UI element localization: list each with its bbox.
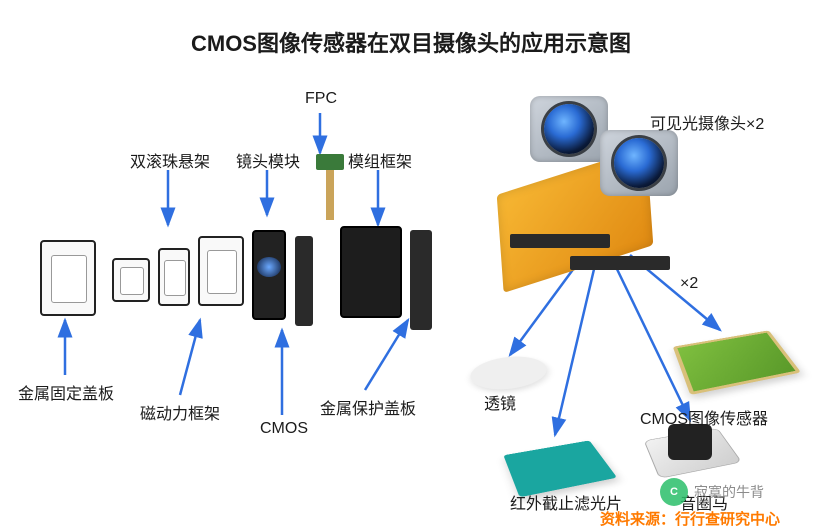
connector-strip-2: [570, 256, 670, 270]
label-dual-ball: 双滚珠悬架: [130, 148, 210, 172]
metal-fix-cover-part: [40, 240, 96, 316]
watermark: C 寂寞的牛背: [660, 478, 764, 506]
diagram-stage: CMOS图像传感器在双目摄像头的应用示意图 FPC 双滚珠悬架 镜头模块 模组框…: [0, 0, 822, 532]
visible-camera-2: [600, 130, 678, 196]
cmos-part: [295, 236, 313, 326]
watermark-text: 寂寞的牛背: [694, 482, 764, 502]
label-cmos-small: CMOS: [260, 420, 308, 438]
metal-protect-part: [410, 230, 432, 330]
magnet-frame-arrow: [180, 320, 200, 395]
label-lens: 透镜: [484, 390, 516, 414]
right-to-ir: [555, 265, 595, 435]
lens-module-part: [252, 230, 286, 320]
label-module-frame: 模组框架: [348, 148, 412, 172]
label-lens-module: 镜头模块: [236, 148, 300, 172]
label-fpc: FPC: [305, 90, 337, 108]
label-cmos-sensor: CMOS图像传感器: [640, 405, 768, 429]
label-visible-camera: 可见光摄像头×2: [650, 110, 764, 134]
watermark-logo-icon: C: [660, 478, 688, 506]
source-attribution: 资料来源：行行查研究中心: [600, 508, 780, 529]
magnet-frame-part: [198, 236, 244, 306]
visible-camera-1: [530, 96, 608, 162]
connector-strip-1: [510, 234, 610, 248]
module-frame-part: [340, 226, 402, 318]
metal-protect-arrow: [365, 320, 408, 390]
dual-ball-part: [158, 248, 190, 306]
right-to-vcm: [615, 265, 690, 420]
fpc-part: [320, 160, 340, 220]
label-magnet-frame: 磁动力框架: [140, 400, 220, 424]
label-metal-protect-cover: 金属保护盖板: [320, 395, 416, 419]
ir-part: [112, 258, 150, 302]
label-metal-fix-cover: 金属固定盖板: [18, 380, 114, 404]
label-x2: ×2: [680, 275, 698, 293]
